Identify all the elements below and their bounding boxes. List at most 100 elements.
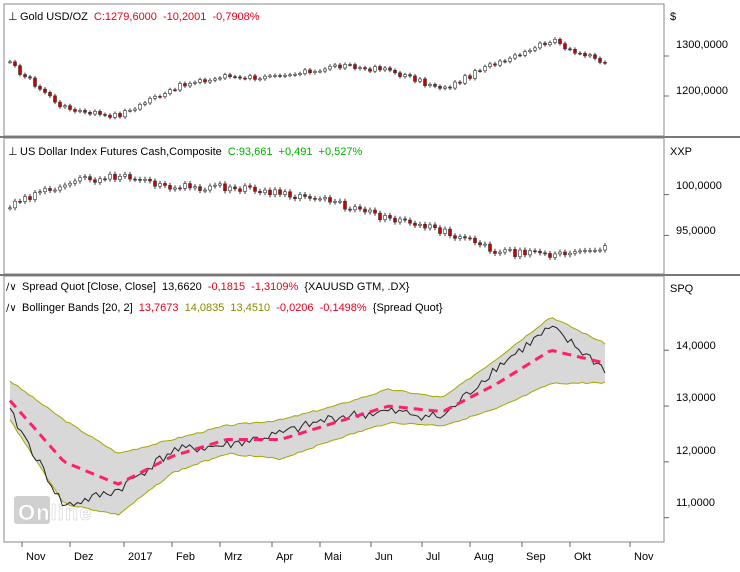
svg-text:Spread Quot [Close, Close]: Spread Quot [Close, Close] 13,6620 -0,18… — [22, 281, 410, 293]
gold-candle — [103, 114, 107, 116]
gold-candle — [583, 53, 587, 57]
gold-candle — [263, 75, 267, 80]
x-label-aug: Aug — [474, 551, 494, 563]
x-label-apr: Apr — [276, 551, 293, 563]
dx-candle — [503, 249, 507, 253]
dx-candle — [168, 185, 172, 190]
gold-candle — [238, 76, 242, 79]
gold-candle — [153, 96, 157, 99]
gold-candle — [228, 74, 232, 77]
x-label-okt: Okt — [574, 551, 591, 563]
spread-header: ∕∨ Spread Quot [Close, Close] 13,6620 -0… — [6, 281, 443, 314]
dx-header: ⊥ US Dollar Index Futures Cash,Composite… — [8, 145, 362, 158]
bollinger-title: Bollinger Bands [20, 2] — [22, 302, 133, 314]
dx-candle — [378, 212, 382, 220]
dx-candle — [143, 179, 147, 181]
gold-candle — [338, 64, 342, 69]
dx-candle — [293, 196, 297, 199]
dx-candle — [253, 186, 257, 192]
bollinger-lower-line — [9, 381, 606, 516]
gold-candle — [553, 38, 557, 43]
gold-candle — [503, 60, 507, 63]
dx-candle — [543, 252, 547, 255]
gold-candle — [438, 86, 442, 89]
dx-candle — [553, 253, 557, 258]
dx-candle — [338, 200, 342, 203]
gold-change-pct: -0,7908% — [212, 11, 259, 23]
dx-candle — [418, 223, 422, 226]
gold-candle — [348, 64, 352, 66]
gold-candle — [273, 75, 277, 77]
gold-candle — [488, 63, 492, 67]
dx-candle — [308, 196, 312, 199]
gold-candle — [358, 67, 362, 69]
gold-candle — [43, 88, 47, 93]
gold-candle — [313, 71, 317, 74]
gold-candle — [63, 105, 67, 108]
gold-candle — [198, 79, 202, 83]
dx-candle — [153, 180, 157, 187]
gold-candle — [463, 75, 467, 84]
gold-candle — [558, 38, 562, 44]
dx-candle — [298, 194, 302, 199]
gold-candle — [508, 57, 512, 62]
gold-candle — [448, 86, 452, 89]
dx-candle — [468, 237, 472, 240]
gold-candle — [588, 54, 592, 57]
dx-candle — [583, 250, 587, 252]
dx-candle — [573, 251, 577, 254]
gold-candle — [413, 75, 417, 82]
gold-candle — [133, 108, 137, 111]
gold-candle — [453, 81, 457, 89]
dx-candle — [88, 176, 92, 181]
dx-candle — [538, 250, 542, 254]
gold-candle — [148, 98, 152, 104]
spread-line-icon: ∕∨ — [6, 282, 17, 293]
dx-candle — [408, 219, 412, 224]
x-label-nov-2: Nov — [634, 551, 654, 563]
dx-candle — [183, 183, 187, 189]
dx-candle — [303, 194, 307, 197]
gold-candle — [403, 74, 407, 77]
dx-candle — [53, 189, 57, 192]
x-label-jun: Jun — [375, 551, 393, 563]
dx-candle — [18, 200, 22, 203]
gold-candle — [58, 101, 62, 108]
dx-candle — [368, 209, 372, 213]
spread-tick-13: 13,0000 — [676, 392, 716, 404]
dx-candle — [323, 197, 327, 200]
gold-candle — [393, 69, 397, 74]
gold-candle — [578, 52, 582, 55]
bollinger-lower: 13,4510 — [230, 302, 270, 314]
gold-candle — [593, 54, 597, 59]
dx-candle — [173, 187, 177, 190]
gold-candle — [218, 77, 222, 80]
dx-candle — [333, 201, 337, 203]
dx-candle — [138, 179, 142, 181]
gold-candle — [183, 83, 187, 87]
spread-change-pct: -1,3109% — [251, 281, 298, 293]
x-label-2017: 2017 — [128, 551, 152, 563]
dx-candle — [403, 218, 407, 221]
gold-candle — [523, 51, 527, 56]
spread-change: -0,1815 — [208, 281, 245, 293]
dx-candle — [248, 185, 252, 188]
gold-candle — [253, 75, 257, 80]
spread-series — [8, 317, 606, 516]
gold-candle — [333, 64, 337, 67]
axis-layer — [21, 55, 669, 547]
gold-candle — [368, 68, 372, 72]
gold-close: C:1279,6000 — [94, 11, 157, 23]
dx-candle — [188, 183, 192, 189]
gold-series — [8, 37, 607, 120]
dx-series — [8, 171, 607, 261]
dx-candle — [178, 187, 182, 190]
gold-candle — [478, 70, 482, 72]
panel-dx-frame — [3, 137, 665, 275]
dx-candle — [83, 176, 87, 178]
gold-candle — [473, 70, 477, 79]
gold-candle — [598, 58, 602, 63]
dx-candle — [28, 196, 32, 200]
gold-candle — [563, 43, 567, 50]
bollinger-band-area — [10, 317, 605, 515]
